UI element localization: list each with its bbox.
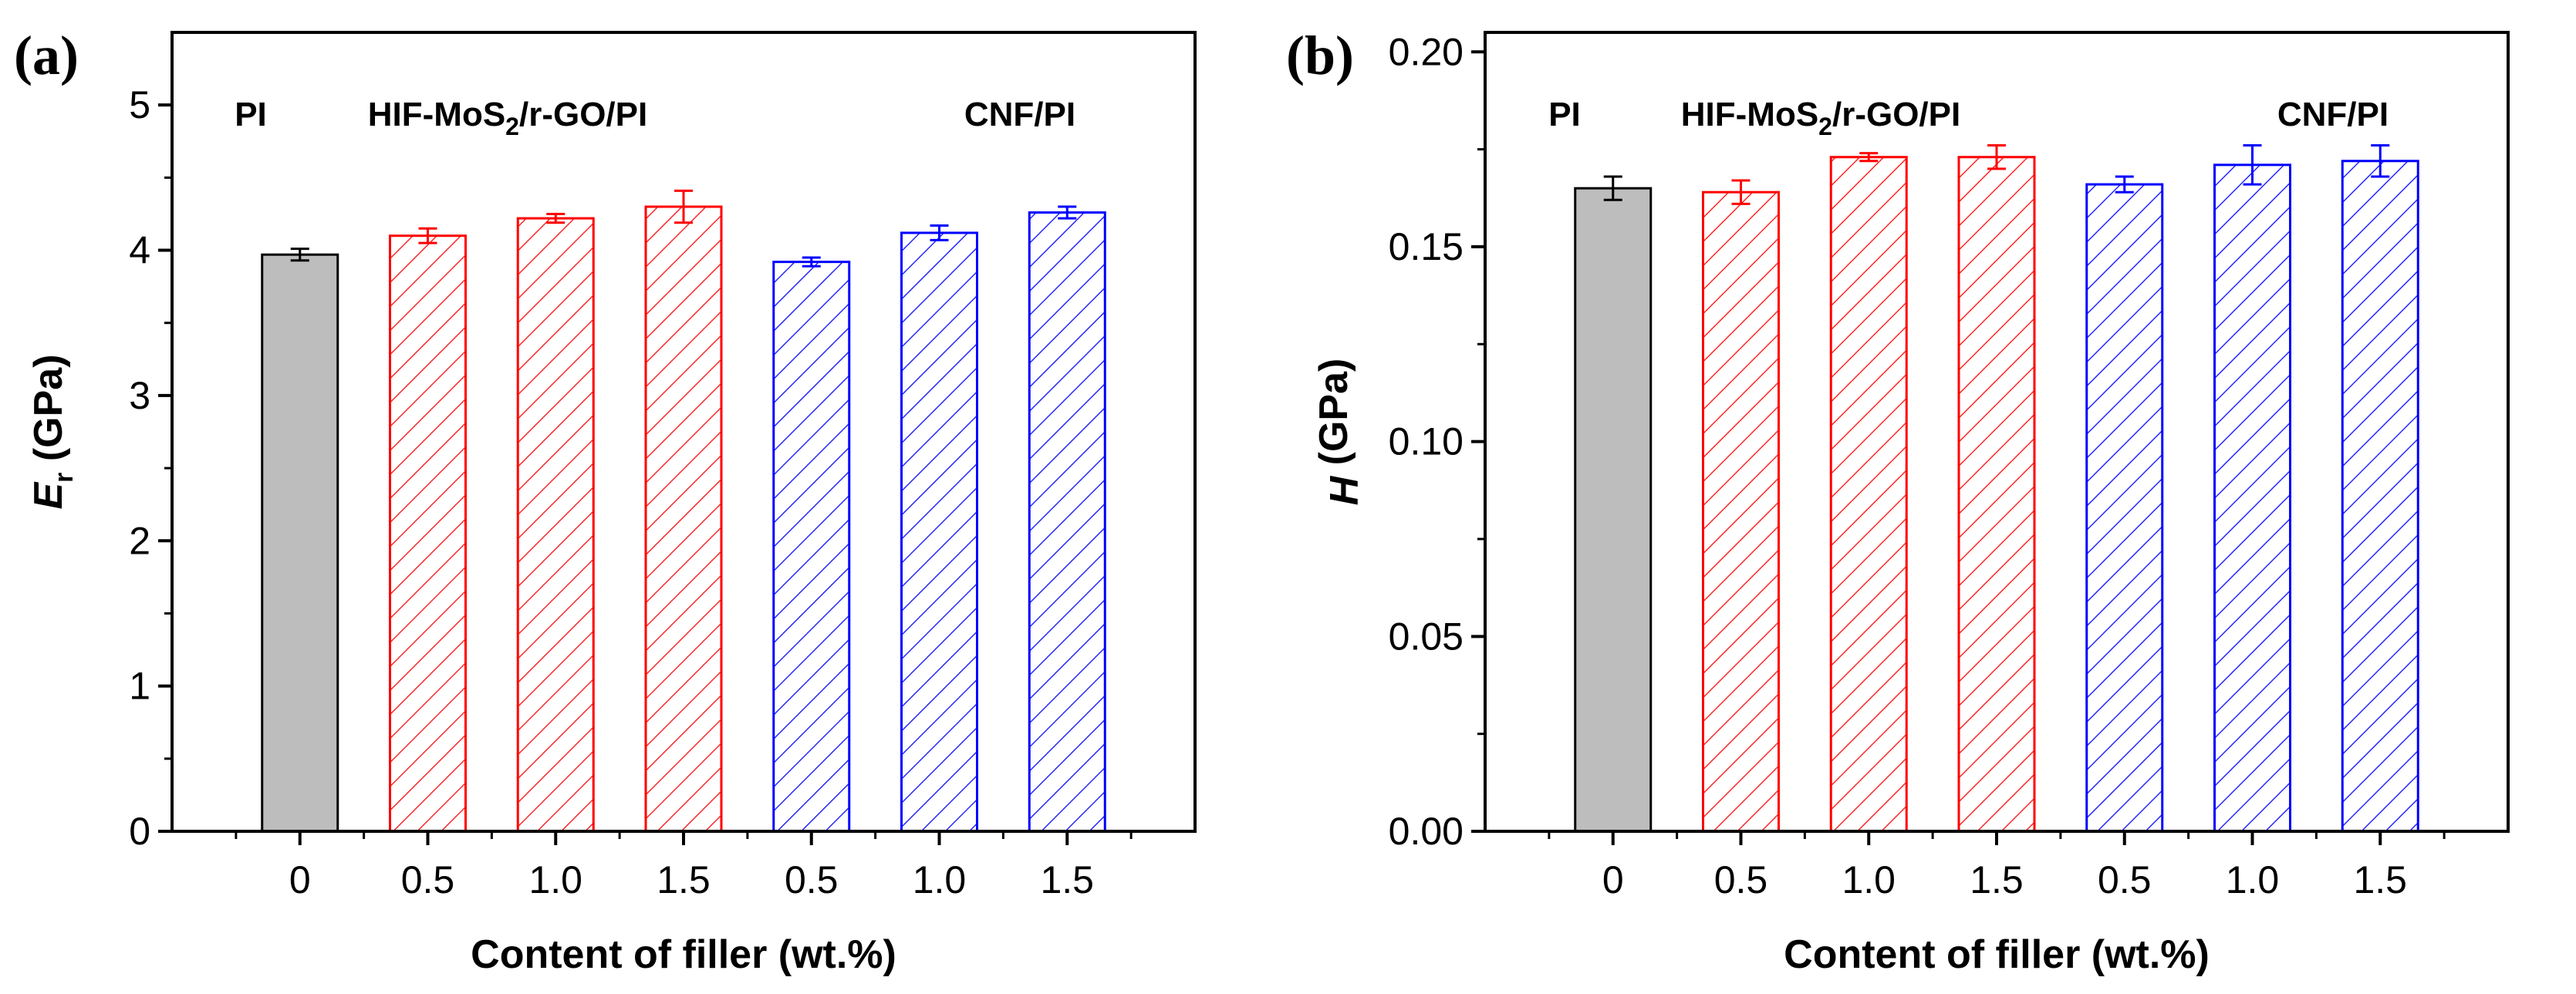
bar [2213,163,2291,833]
y-tick-label: 0 [129,810,150,853]
error-bar [2371,144,2390,178]
bar [516,217,595,833]
bar [1702,190,1780,833]
group-label-hif: HIF-MoS2/r-GO/PI [368,96,647,140]
error-bar [930,224,949,241]
bar [261,253,339,833]
group-labels: PI HIF-MoS2/r-GO/PI CNF/PI [1548,96,2389,140]
bar [1028,211,1106,833]
y-tick-label: 4 [129,229,150,272]
group-label-hif: HIF-MoS2/r-GO/PI [1681,96,1960,140]
error-bar [1987,144,2006,170]
x-tick-label: 1.5 [2353,858,2407,901]
y-tick-label: 1 [129,665,150,708]
panel-b: (b) PI HIF-MoS2/r-GO/PI CNF/PI 0.000.050… [1286,25,2510,977]
error-bar [1731,179,1751,205]
y-axis-title: Er (GPa) [26,354,79,509]
bar [2085,183,2164,833]
group-label-cnf: CNF/PI [964,96,1075,133]
bar [1957,156,2036,833]
panel-label: (a) [14,25,79,86]
x-tick-label: 1.5 [657,858,711,901]
error-bar [546,212,566,224]
y-tick-label: 2 [129,519,150,562]
bars [1574,156,2419,833]
bars [261,205,1106,833]
error-bar [2243,144,2262,186]
y-tick-label: 0.15 [1389,225,1464,268]
x-tick-label: 0.5 [401,858,455,901]
error-bar [1058,205,1077,220]
error-bar [290,248,309,262]
y-tick-label: 0.10 [1389,420,1464,463]
group-labels: PI HIF-MoS2/r-GO/PI CNF/PI [235,96,1075,140]
error-bar [802,256,821,268]
error-bar [2115,175,2134,194]
x-tick-label: 0.5 [2098,858,2152,901]
x-tick-label: 1.5 [1970,858,2024,901]
x-axis: 0 0.5 1.0 1.5 0.5 1.0 1.5 [1548,831,2446,901]
error-bar [674,189,693,224]
x-tick-label: 1.0 [1842,858,1896,901]
x-tick-label: 0 [1602,858,1624,901]
bar [389,234,467,833]
error-bar [1603,175,1622,201]
error-bars [1603,144,2390,205]
y-axis: 0.00 0.05 0.10 0.15 0.20 [1389,30,1485,853]
error-bar [418,227,437,244]
x-axis: 0 0.5 1.0 1.5 0.5 1.0 1.5 [235,831,1133,901]
panel-label: (b) [1286,25,1354,86]
group-label-cnf: CNF/PI [2277,96,2389,133]
y-axis: 0 1 2 3 4 5 [129,83,172,853]
bar [2341,160,2419,833]
x-tick-label: 1.0 [2226,858,2280,901]
x-tick-label: 0.5 [1714,858,1768,901]
x-axis-title: Content of filler (wt.%) [471,932,896,977]
bar [1574,187,1653,833]
error-bars [290,189,1077,268]
bar [772,261,851,833]
y-axis-title: H (GPa) [1312,359,1367,506]
group-label-pi: PI [1548,96,1581,133]
error-bar [1859,152,1879,163]
x-tick-label: 1.0 [913,858,967,901]
x-tick-label: 1.0 [528,858,582,901]
x-tick-label: 1.5 [1040,858,1094,901]
x-axis-title: Content of filler (wt.%) [1784,932,2210,977]
bar [644,205,723,833]
x-tick-label: 0.5 [785,858,839,901]
bar [1829,156,1908,833]
group-label-pi: PI [235,96,267,133]
y-tick-label: 0.05 [1389,615,1464,658]
y-tick-label: 0.00 [1389,810,1464,853]
x-tick-label: 0 [289,858,311,901]
bar [900,231,978,833]
y-tick-label: 5 [129,83,150,126]
y-tick-label: 3 [129,374,150,417]
y-tick-label: 0.20 [1389,30,1464,73]
